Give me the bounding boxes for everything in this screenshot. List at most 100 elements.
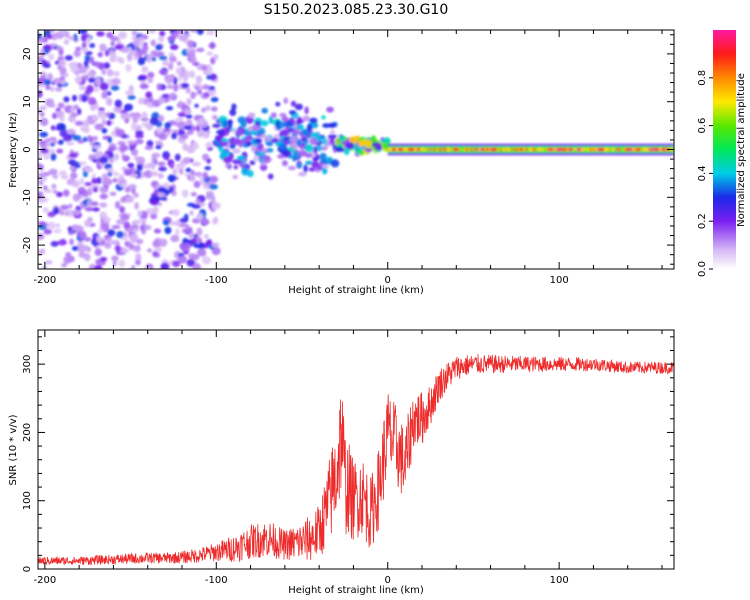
heatmap-cell xyxy=(60,262,68,268)
heatmap-cell xyxy=(186,259,196,267)
heatmap-cell xyxy=(304,106,309,115)
heatmap-carrier-cell xyxy=(486,147,490,152)
heatmap-cell xyxy=(114,245,121,252)
heatmap-cell xyxy=(72,33,78,42)
heatmap-cell xyxy=(97,228,103,234)
heatmap-cell xyxy=(136,156,146,165)
heatmap-carrier-cell xyxy=(648,147,653,152)
heatmap-cell xyxy=(132,39,140,47)
heatmap-carrier-cell xyxy=(605,147,609,152)
heatmap-cell xyxy=(326,106,334,113)
heatmap-cell xyxy=(175,67,183,75)
heatmap-cell xyxy=(47,211,56,218)
heatmap-cell xyxy=(155,44,163,51)
heatmap-cell xyxy=(268,115,274,124)
heatmap-cell xyxy=(70,107,75,114)
heatmap-cell xyxy=(211,218,218,225)
heatmap-cell xyxy=(109,36,119,41)
heatmap-cell xyxy=(53,206,60,215)
heatmap-cell xyxy=(147,76,154,84)
heatmap-cell xyxy=(129,243,135,250)
heatmap-cell xyxy=(146,54,154,59)
heatmap-cell xyxy=(185,114,193,119)
heatmap-cell xyxy=(291,129,300,135)
heatmap-cell xyxy=(50,125,56,131)
heatmap-cell xyxy=(106,168,115,173)
heatmap-cell xyxy=(197,248,207,257)
heatmap-cell xyxy=(153,247,163,253)
heatmap-cell xyxy=(173,83,179,92)
heatmap-cell xyxy=(188,231,195,239)
heatmap-cell xyxy=(345,141,355,150)
heatmap-cell xyxy=(201,107,207,113)
heatmap-cell xyxy=(209,183,218,190)
heatmap-cell xyxy=(183,108,191,114)
heatmap-cell xyxy=(155,144,162,150)
heatmap-cell xyxy=(277,154,286,159)
heatmap-cell xyxy=(174,30,183,34)
heatmap-cell xyxy=(282,149,292,157)
colorbar-ticks: 0.0 0.2 0.4 0.6 0.8 xyxy=(697,70,713,277)
heatmap-cell xyxy=(298,150,308,157)
heatmap-cell xyxy=(221,150,230,158)
heatmap-cell xyxy=(119,143,127,153)
heatmap-cell xyxy=(78,30,88,35)
heatmap-cell xyxy=(203,70,209,75)
heatmap-cell xyxy=(201,256,212,265)
heatmap-cell xyxy=(81,95,88,103)
heatmap-carrier-cell xyxy=(581,147,585,152)
heatmap-cell xyxy=(47,221,56,230)
heatmap-cell xyxy=(58,170,68,177)
heatmap-cell xyxy=(98,156,109,164)
heatmap-cell xyxy=(232,174,239,180)
heatmap-cell xyxy=(81,42,87,49)
heatmap-cell xyxy=(107,146,116,152)
heatmap-carrier-cell xyxy=(568,147,572,152)
heatmap-cell xyxy=(305,144,314,153)
heatmap-cell xyxy=(164,131,171,136)
heatmap-cell xyxy=(38,249,43,255)
colorbar-label: Normalized spectral amplitude xyxy=(736,73,747,227)
heatmap-cell xyxy=(208,86,216,91)
heatmap-carrier-cell xyxy=(657,147,661,152)
heatmap-carrier-cell xyxy=(496,147,500,152)
heatmap-x-tick-label: 0 xyxy=(385,275,391,286)
heatmap-cell xyxy=(136,36,145,42)
heatmap-cell xyxy=(115,241,120,247)
colorbar: 0.0 0.2 0.4 0.6 0.8 Normalized spectral ampl… xyxy=(697,30,747,277)
heatmap-cell xyxy=(150,213,158,220)
heatmap-cell xyxy=(77,190,85,196)
heatmap-cell xyxy=(88,154,95,161)
snr-y-tick-label: 300 xyxy=(22,355,33,374)
heatmap-cell xyxy=(64,55,73,61)
heatmap-cell xyxy=(168,55,177,63)
heatmap-cell xyxy=(129,235,138,244)
heatmap-cell xyxy=(107,136,113,143)
snr-ticks xyxy=(38,330,674,570)
heatmap-cell xyxy=(39,164,44,171)
heatmap-carrier-cell xyxy=(420,147,424,152)
heatmap-cell xyxy=(99,62,104,71)
heatmap-cell xyxy=(105,97,113,106)
heatmap-cell xyxy=(191,161,202,167)
heatmap-cell xyxy=(168,92,178,101)
heatmap-cell xyxy=(305,160,314,165)
heatmap-carrier-cell xyxy=(459,147,463,152)
heatmap-cell xyxy=(321,115,326,120)
heatmap-carrier-cell xyxy=(435,147,439,152)
heatmap-cell xyxy=(52,140,58,145)
heatmap-cell xyxy=(211,202,221,210)
heatmap-cell xyxy=(55,223,61,228)
heatmap-cell xyxy=(149,117,159,126)
heatmap-cell xyxy=(60,204,69,211)
heatmap-cell xyxy=(135,244,141,252)
heatmap-carrier-cell xyxy=(416,147,420,152)
heatmap-carrier-cell xyxy=(490,147,494,152)
heatmap-cell xyxy=(321,166,328,175)
heatmap-cell xyxy=(64,210,70,217)
snr-frame xyxy=(37,329,675,570)
heatmap-cell xyxy=(125,90,135,96)
heatmap-cell xyxy=(251,144,257,153)
heatmap-cell xyxy=(63,39,70,45)
heatmap-carrier-cell xyxy=(513,147,517,152)
